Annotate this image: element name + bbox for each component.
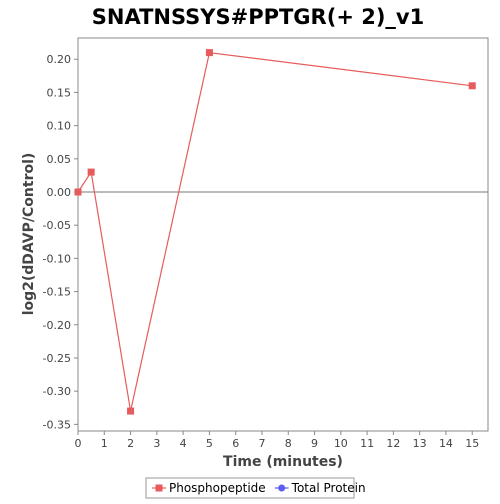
y-tick-label: -0.20 [43,319,71,332]
y-tick-label: -0.35 [43,418,71,431]
x-tick-label: 12 [386,437,400,450]
data-point [205,49,213,57]
data-point [74,188,82,196]
y-axis: 0.20 0.15 0.10 0.05 0.00 -0.05 -0.10 -0.15 -0.20… [43,53,78,431]
x-tick-label: 1 [101,437,108,450]
legend-box [145,477,355,499]
legend-label-total-protein: Total Protein [291,481,366,495]
x-tick-label: 11 [360,437,374,450]
x-axis: 0 1 2 3 4 5 6 7 8 9 10 11 12 13 14 15 [75,431,479,450]
x-tick-label: 2 [127,437,134,450]
x-tick-label: 6 [232,437,239,450]
y-tick-label: 0.00 [47,186,72,199]
legend: Phosphopeptide Total Protein [145,477,366,499]
data-point [127,407,135,415]
x-tick-label: 4 [180,437,187,450]
series-layer [74,49,476,415]
y-tick-label: -0.05 [43,219,71,232]
x-tick-label: 9 [311,437,318,450]
legend-marker-total-protein [278,484,286,492]
x-tick-label: 13 [413,437,427,450]
y-tick-label: 0.05 [47,153,72,166]
plot-area [77,37,489,432]
y-tick-label: -0.15 [43,286,71,299]
legend-label-phosphopeptide: Phosphopeptide [169,481,266,495]
x-tick-label: 5 [206,437,213,450]
x-tick-label: 8 [285,437,292,450]
x-tick-label: 0 [75,437,82,450]
y-tick-label: -0.25 [43,352,71,365]
y-tick-label: -0.10 [43,252,71,265]
y-tick-label: 0.20 [47,53,72,66]
x-tick-label: 10 [334,437,348,450]
legend-marker-phosphopeptide [155,484,163,492]
chart-title: SNATNSSYS#PPTGR(+ 2)_v1 [92,5,424,29]
y-axis-label: log2(dDAVP/Control) [21,153,37,316]
x-tick-label: 7 [258,437,265,450]
data-point [87,168,95,176]
y-tick-label: 0.10 [47,120,72,133]
data-point [468,82,476,90]
x-tick-label: 3 [153,437,160,450]
x-axis-label: Time (minutes) [223,454,343,470]
y-tick-label: -0.30 [43,385,71,398]
x-tick-label: 14 [439,437,453,450]
y-tick-label: 0.15 [47,86,72,99]
x-tick-label: 15 [465,437,479,450]
